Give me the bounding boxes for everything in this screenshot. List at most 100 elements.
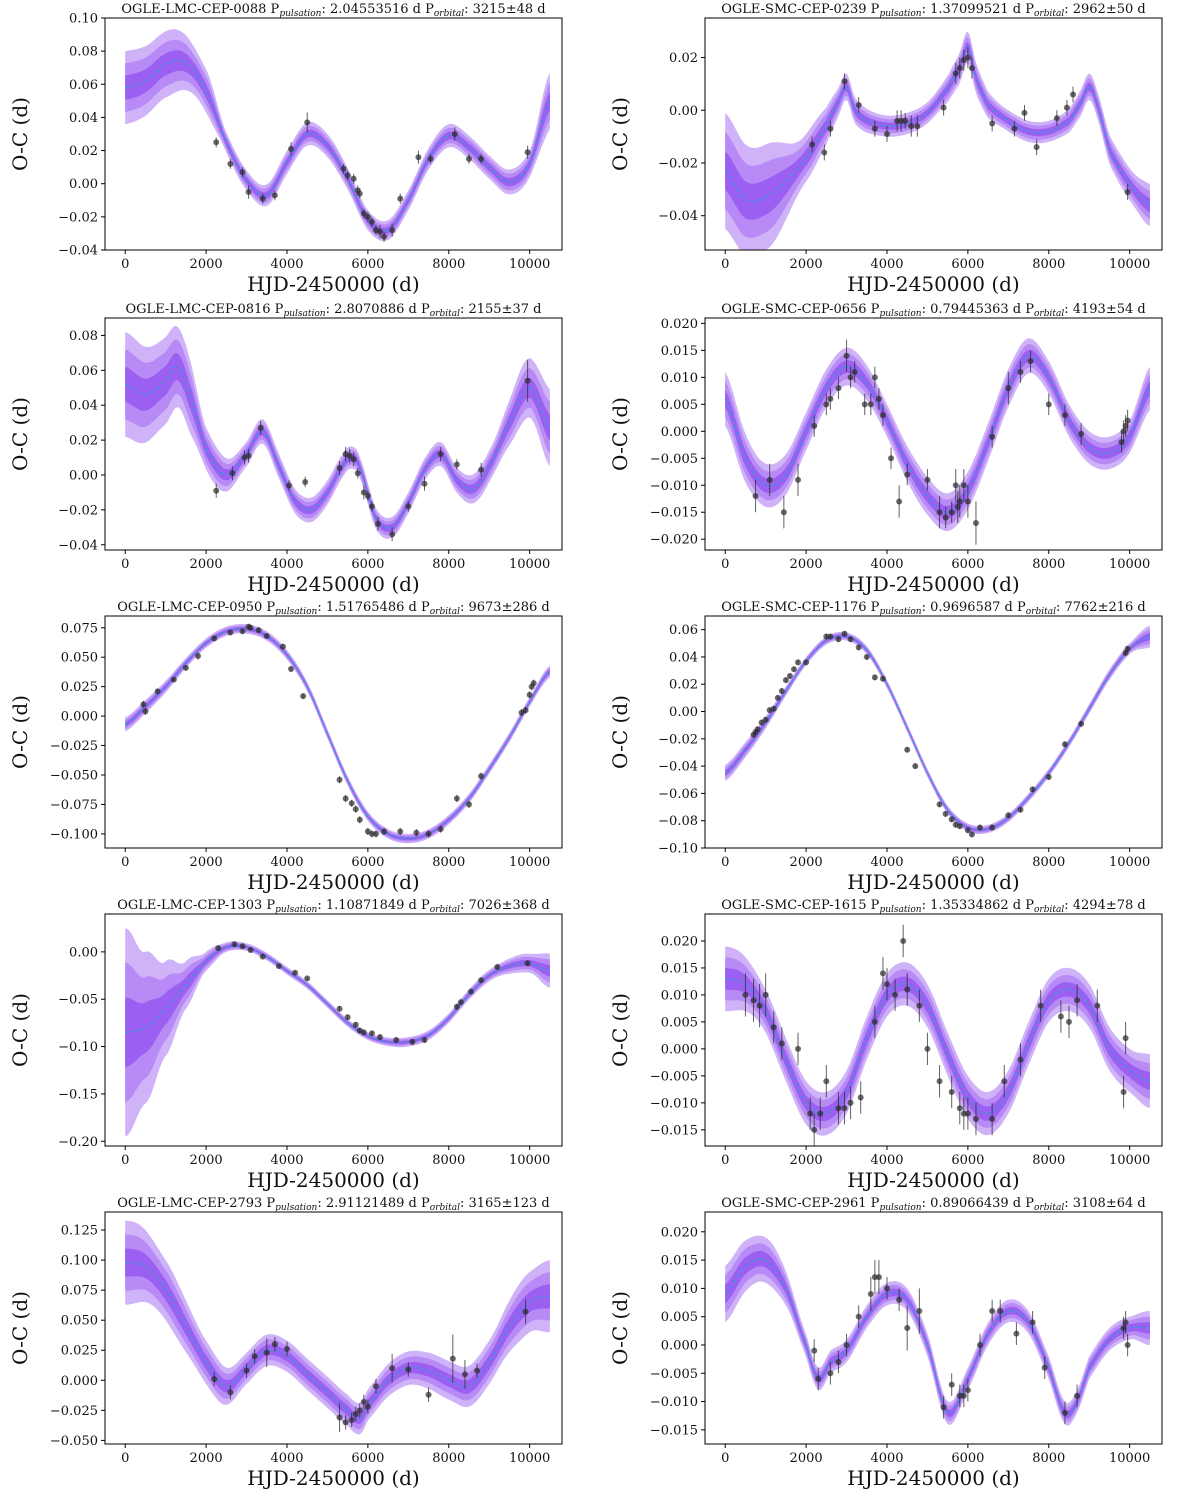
data-marker xyxy=(1122,1035,1129,1042)
data-marker xyxy=(1041,1364,1048,1371)
data-marker xyxy=(940,104,947,111)
data-marker xyxy=(271,192,278,199)
data-point xyxy=(389,1353,396,1383)
data-point xyxy=(843,1333,850,1357)
x-tick-label: 6000 xyxy=(351,257,384,272)
data-marker xyxy=(936,801,943,808)
data-marker xyxy=(817,1110,824,1117)
data-point xyxy=(908,115,915,137)
data-marker xyxy=(247,624,254,631)
data-marker xyxy=(211,1376,218,1383)
data-point xyxy=(1078,423,1085,445)
title-part: : 3108±64 d xyxy=(1064,1196,1146,1211)
data-point xyxy=(304,975,311,982)
data-point xyxy=(336,776,343,784)
data-marker xyxy=(360,1029,367,1036)
x-tick-label: 6000 xyxy=(951,1153,984,1168)
data-marker xyxy=(405,1366,412,1373)
data-point xyxy=(356,188,363,199)
y-tick-label: 0.08 xyxy=(69,45,98,60)
data-point xyxy=(350,452,357,467)
title-subscript: orbital xyxy=(430,309,460,319)
y-tick-label: 0.000 xyxy=(61,1374,98,1389)
data-point xyxy=(867,1277,874,1312)
data-point xyxy=(1005,371,1012,405)
data-marker xyxy=(883,131,890,137)
data-marker xyxy=(968,831,975,838)
data-marker xyxy=(823,1078,830,1085)
data-point xyxy=(457,999,464,1006)
data-point xyxy=(381,231,388,242)
data-marker xyxy=(437,826,444,833)
plot-area xyxy=(724,31,1151,250)
data-marker xyxy=(352,806,359,813)
x-tick-label: 8000 xyxy=(432,257,465,272)
chart-title: OGLE-SMC-CEP-1615 Ppulsation: 1.35334862… xyxy=(721,898,1145,915)
x-axis-label: HJD-2450000 (d) xyxy=(847,1466,1019,1490)
x-tick-label: 4000 xyxy=(270,1451,303,1466)
data-point xyxy=(372,1379,379,1394)
data-marker xyxy=(243,1367,250,1374)
data-point xyxy=(902,112,909,129)
title-part: : 0.9696587 d P xyxy=(922,600,1026,615)
chart-svg: 0 2000 4000 6000 8000 10000 −0.04 −0.02 0.00 0.02… xyxy=(8,302,563,596)
data-point xyxy=(851,361,858,383)
x-tick-label: 8000 xyxy=(1032,855,1065,870)
y-tick-label: 0.100 xyxy=(61,1254,98,1269)
data-point xyxy=(841,73,848,90)
data-marker xyxy=(989,433,996,440)
x-tick-label: 2000 xyxy=(790,1451,823,1466)
data-point xyxy=(461,1359,468,1389)
y-tick-label: −0.005 xyxy=(650,1367,698,1382)
data-point xyxy=(421,1036,428,1043)
data-marker xyxy=(1070,91,1077,98)
data-marker xyxy=(336,776,343,783)
data-point xyxy=(1061,1401,1068,1425)
data-marker xyxy=(912,763,919,770)
y-axis-label: O-C (d) xyxy=(8,1291,32,1365)
y-tick-label: −0.02 xyxy=(58,210,98,225)
data-marker xyxy=(453,795,460,802)
data-marker xyxy=(1122,1319,1129,1326)
data-marker xyxy=(742,991,749,998)
data-point xyxy=(449,1334,456,1383)
data-point xyxy=(478,977,485,984)
data-marker xyxy=(936,509,943,516)
data-marker xyxy=(855,644,862,651)
data-point xyxy=(437,825,444,833)
data-marker xyxy=(389,531,396,538)
data-point xyxy=(888,447,895,470)
data-point xyxy=(790,666,797,673)
title-subscript: orbital xyxy=(430,607,460,617)
data-marker xyxy=(989,824,996,831)
data-marker xyxy=(478,466,485,473)
title-subscript: pulsation xyxy=(879,9,921,19)
x-axis-label: HJD-2450000 (d) xyxy=(247,1168,419,1192)
data-point xyxy=(823,393,830,416)
title-part: : 3165±123 d xyxy=(460,1196,550,1211)
confidence-band-1sigma xyxy=(125,353,550,532)
data-marker xyxy=(964,1387,971,1394)
data-marker xyxy=(843,352,850,359)
data-point xyxy=(954,490,961,524)
y-tick-label: 0.02 xyxy=(69,144,98,159)
x-tick-label: 2000 xyxy=(190,557,223,572)
data-marker xyxy=(1124,189,1131,195)
data-point xyxy=(827,633,834,640)
data-point xyxy=(948,1373,955,1396)
data-point xyxy=(778,688,785,695)
data-marker xyxy=(924,1045,931,1052)
y-axis-label: O-C (d) xyxy=(8,695,32,769)
data-marker xyxy=(815,1375,822,1382)
y-tick-label: 0.000 xyxy=(661,1338,698,1353)
data-marker xyxy=(774,694,781,701)
x-axis-label: HJD-2450000 (d) xyxy=(847,572,1019,596)
data-marker xyxy=(823,401,830,408)
data-marker xyxy=(255,627,262,634)
data-point xyxy=(871,366,878,389)
data-marker xyxy=(229,470,236,477)
data-point xyxy=(855,1305,862,1328)
title-subscript: pulsation xyxy=(879,1203,921,1213)
data-marker xyxy=(754,726,761,733)
data-point xyxy=(841,1092,848,1125)
